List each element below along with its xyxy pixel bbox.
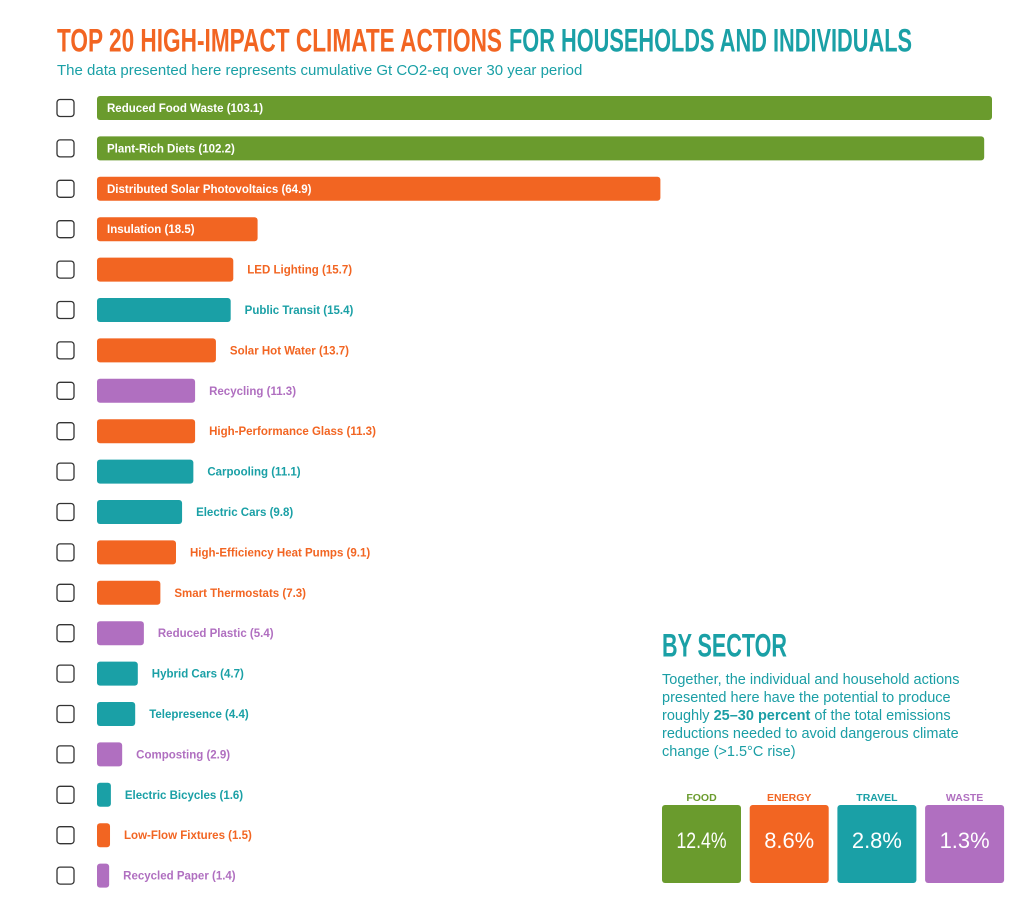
checkbox[interactable] xyxy=(56,300,75,320)
checkbox[interactable] xyxy=(56,341,75,360)
checkbox[interactable] xyxy=(56,502,75,522)
bar xyxy=(97,338,216,363)
checkbox[interactable] xyxy=(56,543,75,562)
checkbox[interactable] xyxy=(56,664,75,683)
bar-label: High-Efficiency Heat Pumps (9.1) xyxy=(190,547,370,559)
checkbox[interactable] xyxy=(56,422,75,441)
bar-label: Recycled Paper (1.4) xyxy=(123,871,236,883)
checkbox[interactable] xyxy=(56,624,75,643)
sector-name: ENERGY xyxy=(767,792,811,804)
sector-box xyxy=(749,805,829,883)
sector-box xyxy=(925,805,1005,883)
bar-label: Solar Hot Water (13.7) xyxy=(230,345,349,357)
checkbox[interactable] xyxy=(56,826,75,845)
bar-label: Composting (2.9) xyxy=(136,749,230,761)
bar xyxy=(97,621,144,646)
bar xyxy=(97,702,136,726)
bar-label: Telepresence (4.4) xyxy=(149,709,249,721)
sector-value: 8.6% xyxy=(764,828,814,853)
bar-label: Insulation (18.5) xyxy=(107,224,195,236)
bar-label: Low-Flow Fixtures (1.5) xyxy=(124,830,252,842)
bar xyxy=(97,742,123,767)
checkbox[interactable] xyxy=(56,462,75,481)
text: of the total emissions reductions needed… xyxy=(662,708,959,760)
text-bold: 25–30 percent xyxy=(713,708,811,724)
subtitle: The data presented here represents cumul… xyxy=(57,62,582,79)
sector-value: 1.3% xyxy=(940,828,990,853)
bar-label: Electric Cars (9.8) xyxy=(196,507,293,519)
checkbox[interactable] xyxy=(56,866,75,885)
bar-label: Public Transit (15.4) xyxy=(245,305,354,317)
bar xyxy=(97,257,234,282)
checkbox[interactable] xyxy=(56,98,75,118)
bar-label: Hybrid Cars (4.7) xyxy=(152,669,244,681)
bar xyxy=(97,500,183,524)
bar xyxy=(97,419,196,444)
sector-heading: BY SECTOR xyxy=(662,627,787,663)
bar xyxy=(97,217,258,242)
bar-label: LED Lighting (15.7) xyxy=(247,265,352,277)
checkbox[interactable] xyxy=(56,139,75,158)
sector-name: TRAVEL xyxy=(856,792,898,804)
bar xyxy=(97,540,176,565)
bar-label: Plant-Rich Diets (102.2) xyxy=(107,143,235,155)
sector-name: WASTE xyxy=(946,792,983,804)
checkbox[interactable] xyxy=(56,220,75,239)
bar xyxy=(97,378,196,403)
bar-label: Reduced Plastic (5.4) xyxy=(158,628,274,640)
sector-box xyxy=(662,805,741,883)
checkbox[interactable] xyxy=(56,260,75,279)
bar xyxy=(97,298,231,322)
checkbox[interactable] xyxy=(56,745,75,764)
checkbox[interactable] xyxy=(56,179,75,198)
title-part: TOP 20 HIGH-IMPACT CLIMATE ACTIONS xyxy=(57,22,502,58)
bar xyxy=(97,782,111,807)
sector-value: 12.4% xyxy=(677,828,727,853)
sector-text: Together, the individual and household a… xyxy=(662,671,997,761)
checkbox[interactable] xyxy=(56,785,75,804)
bar xyxy=(97,823,111,848)
checkbox[interactable] xyxy=(56,381,75,400)
bar xyxy=(97,176,661,201)
bar-label: Reduced Food Waste (103.1) xyxy=(107,103,263,115)
bar-label: Distributed Solar Photovoltaics (64.9) xyxy=(107,184,312,196)
bar xyxy=(97,661,138,686)
bar-label: Electric Bicycles (1.6) xyxy=(125,790,243,802)
bar xyxy=(97,863,110,888)
checkbox[interactable] xyxy=(56,583,75,602)
bar xyxy=(97,580,161,605)
sector-name: FOOD xyxy=(686,792,717,804)
text: Together, the individual and household a… xyxy=(662,672,960,724)
checkbox[interactable] xyxy=(56,704,75,724)
bar-label: Carpooling (11.1) xyxy=(207,467,300,479)
bar-label: Recycling (11.3) xyxy=(209,386,296,398)
bar-label: High-Performance Glass (11.3) xyxy=(209,426,376,438)
bar xyxy=(97,96,992,120)
bar-label: Smart Thermostats (7.3) xyxy=(174,588,306,600)
sector-value: 2.8% xyxy=(852,828,902,853)
bar xyxy=(97,459,194,484)
bar xyxy=(97,136,985,161)
sector-box xyxy=(837,805,917,883)
title-part: FOR HOUSEHOLDS AND INDIVIDUALS xyxy=(509,22,912,58)
